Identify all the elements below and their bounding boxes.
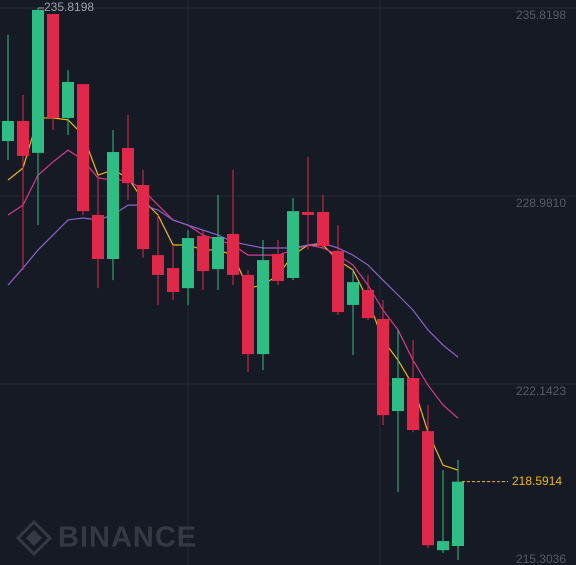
candle-body [62,81,74,118]
candle-body [32,9,44,153]
candle-body [47,14,59,118]
candle-body [347,282,359,305]
candle-body [257,260,269,355]
candle-body [197,235,209,272]
candle-body [17,120,29,156]
candle-body [2,120,14,142]
candle-body [407,378,419,431]
y-tick-label: 222.1423 [516,384,566,398]
candle-body [332,251,344,313]
candle-body [362,290,374,319]
watermark-logo [15,519,53,557]
candle-body [437,541,449,551]
candle-body [182,238,194,289]
candle-body [107,152,119,259]
candle-body [242,274,254,355]
labels: 235.8198 228.9810 222.1423 215.3036 235.8198… [38,0,566,565]
watermark: BINANCE [58,522,197,554]
candle-body [212,236,224,270]
candle-body [122,147,134,184]
candle-body [422,431,434,546]
candle-body [302,211,314,216]
y-tick-label: 228.9810 [516,196,566,210]
last-price-label: 218.5914 [512,474,562,488]
candle-body [317,211,329,247]
candle-body [227,233,239,275]
high-label: 235.8198 [44,0,94,14]
y-tick-label: 235.8198 [516,8,566,22]
candles [2,7,464,561]
candle-body [167,268,179,292]
y-tick-label: 215.3036 [516,552,566,565]
candle-body [452,481,464,547]
grid [0,7,576,385]
candle-body [287,211,299,278]
candle-body [137,185,149,250]
candle-body [377,318,389,416]
candle-body [392,378,404,412]
candle-body [272,254,284,281]
candle-body [152,255,164,275]
candle-body [92,215,104,259]
candle-body [77,84,89,212]
